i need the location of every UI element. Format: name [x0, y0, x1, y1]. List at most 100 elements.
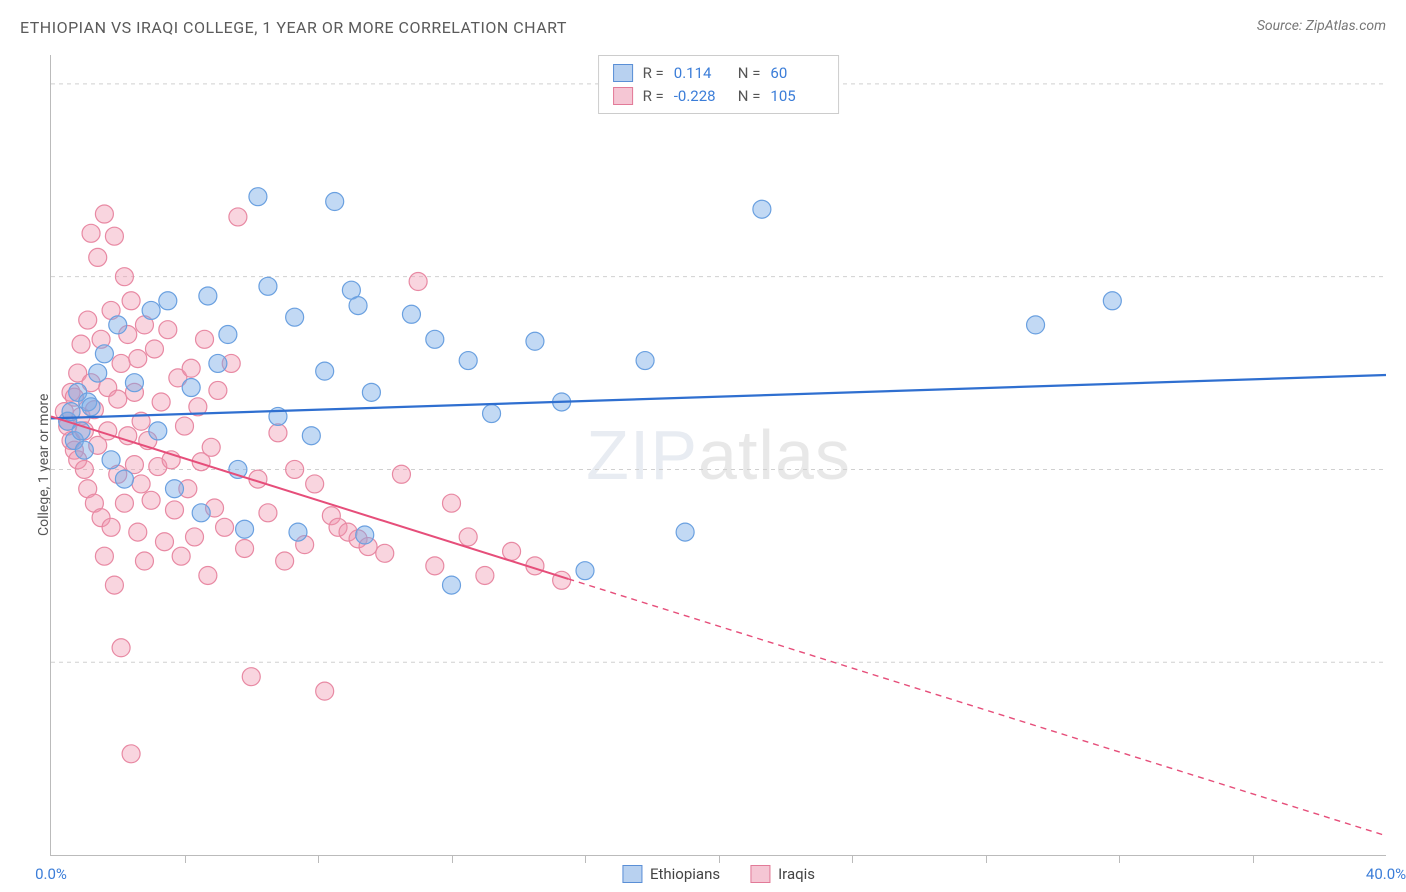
scatter-point [409, 273, 427, 291]
legend-r-label: R = [643, 62, 664, 85]
scatter-point [216, 518, 234, 536]
scatter-point [1027, 316, 1045, 334]
scatter-point [402, 305, 420, 323]
scatter-point [526, 332, 544, 350]
scatter-point [249, 188, 267, 206]
scatter-point [182, 379, 200, 397]
scatter-point [105, 576, 123, 594]
x-minor-tick [185, 855, 186, 863]
scatter-point [349, 297, 367, 315]
scatter-point [236, 520, 254, 538]
scatter-point [165, 480, 183, 498]
scatter-point [219, 326, 237, 344]
scatter-point [362, 383, 380, 401]
scatter-point [135, 552, 153, 570]
scatter-point [443, 494, 461, 512]
legend-r-value-1: -0.228 [674, 85, 728, 108]
scatter-point [306, 475, 324, 493]
legend-row: R = -0.228 N = 105 [613, 85, 825, 108]
scatter-point [202, 438, 220, 456]
scatter-point [176, 417, 194, 435]
legend-n-value-0: 60 [770, 62, 824, 85]
x-tick-label: 0.0% [35, 865, 67, 883]
scatter-point [1103, 292, 1121, 310]
scatter-point [129, 350, 147, 368]
scatter-point [115, 470, 133, 488]
scatter-point [142, 491, 160, 509]
legend-n-label: N = [738, 62, 761, 85]
legend-item: Iraqis [750, 865, 815, 883]
scatter-point [286, 460, 304, 478]
scatter-point [636, 352, 654, 370]
scatter-point [112, 639, 130, 657]
scatter-point [443, 576, 461, 594]
scatter-point [145, 340, 163, 358]
scatter-point [302, 427, 320, 445]
scatter-point [186, 528, 204, 546]
scatter-point [109, 316, 127, 334]
scatter-point [753, 200, 771, 218]
scatter-point [426, 330, 444, 348]
plot-area: ZIPatlas R = 0.114 N = 60 R = -0.228 N = [50, 55, 1386, 856]
scatter-point [196, 330, 214, 348]
legend-swatch-iraqis [750, 865, 770, 883]
scatter-point [503, 542, 521, 560]
scatter-point [95, 345, 113, 363]
scatter-point [459, 528, 477, 546]
scatter-point [199, 287, 217, 305]
scatter-point [122, 745, 140, 763]
scatter-point [236, 539, 254, 557]
scatter-point [109, 390, 127, 408]
x-minor-tick [852, 855, 853, 863]
scatter-point [476, 566, 494, 584]
scatter-point [192, 504, 210, 522]
scatter-point [75, 460, 93, 478]
scatter-point [199, 566, 217, 584]
scatter-point [376, 544, 394, 562]
x-minor-tick [1253, 855, 1254, 863]
scatter-point [152, 393, 170, 411]
scatter-point [676, 523, 694, 541]
legend-label: Ethiopians [650, 865, 720, 883]
x-minor-tick [986, 855, 987, 863]
scatter-point [356, 526, 374, 544]
scatter-point [125, 374, 143, 392]
chart-title: ETHIOPIAN VS IRAQI COLLEGE, 1 YEAR OR MO… [20, 18, 567, 37]
scatter-point [483, 405, 501, 423]
scatter-point [259, 277, 277, 295]
legend-swatch-ethiopians [613, 64, 633, 82]
scatter-point [159, 321, 177, 339]
scatter-point [149, 422, 167, 440]
legend-swatch-iraqis [613, 87, 633, 105]
scatter-point [459, 352, 477, 370]
scatter-point [129, 523, 147, 541]
scatter-point [105, 227, 123, 245]
x-minor-tick [452, 855, 453, 863]
trend-line [51, 375, 1386, 418]
legend-n-label: N = [738, 85, 761, 108]
chart-header: ETHIOPIAN VS IRAQI COLLEGE, 1 YEAR OR MO… [0, 0, 1406, 37]
legend-r-label: R = [643, 85, 664, 108]
legend-correlation: R = 0.114 N = 60 R = -0.228 N = 105 [598, 55, 840, 114]
scatter-point [326, 193, 344, 211]
scatter-point [159, 292, 177, 310]
x-minor-tick [1119, 855, 1120, 863]
x-minor-tick [585, 855, 586, 863]
scatter-point [95, 205, 113, 223]
scatter-point [115, 268, 133, 286]
legend-item: Ethiopians [622, 865, 720, 883]
scatter-point [72, 335, 90, 353]
plot-svg [51, 55, 1386, 855]
legend-label: Iraqis [778, 865, 815, 883]
legend-row: R = 0.114 N = 60 [613, 62, 825, 85]
scatter-point [79, 311, 97, 329]
chart-area: College, 1 year or more ZIPatlas R = 0.1… [50, 55, 1386, 856]
scatter-point [269, 424, 287, 442]
scatter-point [115, 494, 133, 512]
scatter-point [392, 465, 410, 483]
scatter-point [242, 668, 260, 686]
legend-series: Ethiopians Iraqis [622, 865, 815, 883]
chart-source: Source: ZipAtlas.com [1257, 18, 1386, 34]
scatter-point [172, 547, 190, 565]
legend-n-value-1: 105 [770, 85, 824, 108]
